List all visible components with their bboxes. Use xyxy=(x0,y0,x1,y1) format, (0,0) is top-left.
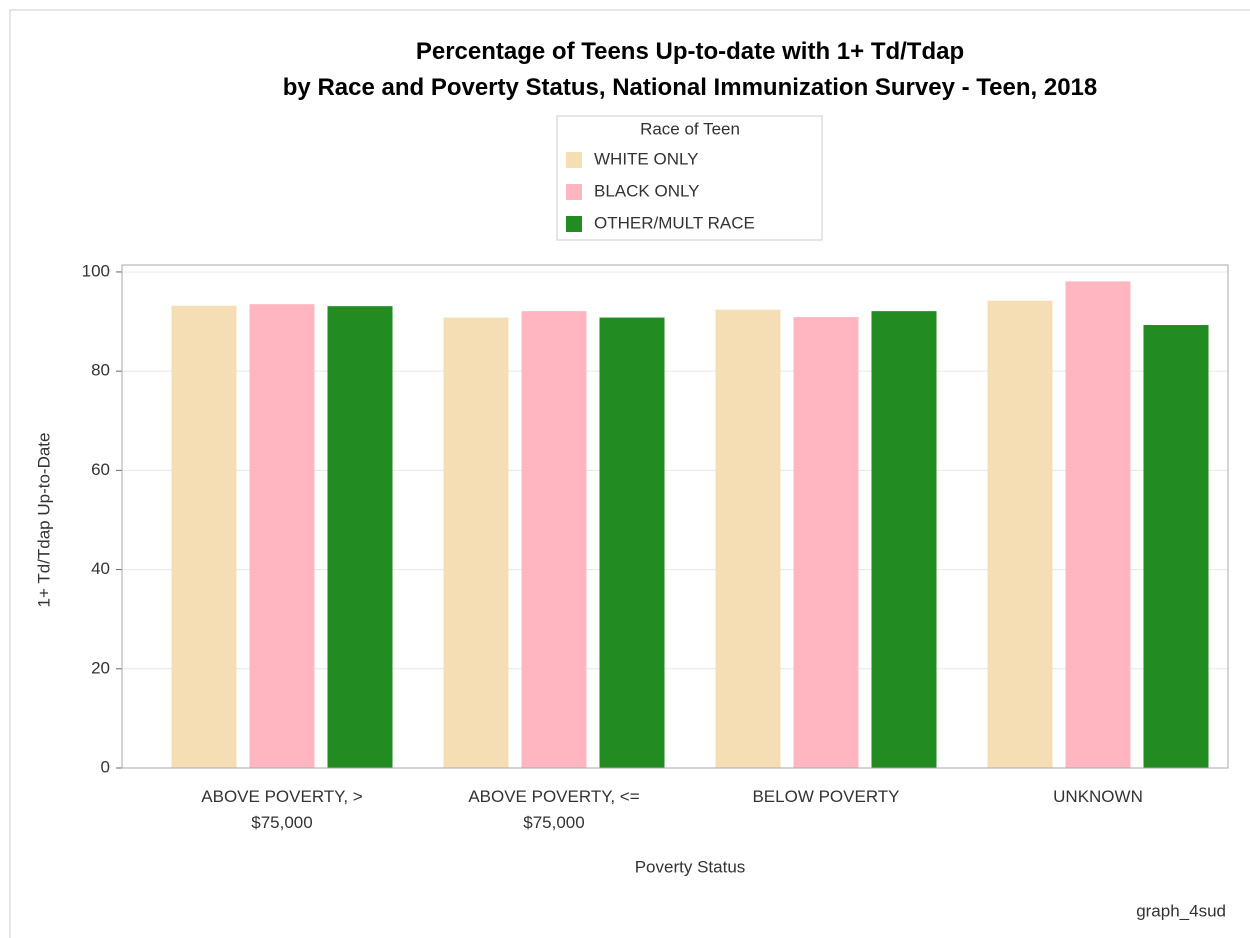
footnote: graph_4sud xyxy=(1136,901,1226,920)
bar xyxy=(249,304,315,768)
bar xyxy=(599,317,665,768)
bar xyxy=(987,300,1053,768)
x-tick-label: ABOVE POVERTY, <= $75,000 xyxy=(468,787,640,832)
bar xyxy=(327,306,393,768)
legend-label: BLACK ONLY xyxy=(594,181,700,200)
legend-label: WHITE ONLY xyxy=(594,149,699,168)
legend-title: Race of Teen xyxy=(640,119,740,138)
bar xyxy=(171,305,237,768)
legend-box xyxy=(556,115,823,241)
x-tick-label: BELOW POVERTY xyxy=(752,787,900,806)
y-tick-label: 40 xyxy=(91,559,110,578)
y-tick-label: 0 xyxy=(101,757,110,776)
bar xyxy=(1143,325,1209,768)
legend-swatch xyxy=(566,216,582,232)
legend-label: OTHER/MULT RACE xyxy=(594,213,755,232)
chart-title: Percentage of Teens Up-to-date with 1+ T… xyxy=(282,38,1098,101)
page-frame xyxy=(9,9,1250,938)
y-tick-label: 80 xyxy=(91,361,110,380)
y-tick-label: 100 xyxy=(82,261,110,280)
y-tick-label: 20 xyxy=(91,658,110,677)
x-axis-label: Poverty Status xyxy=(635,857,746,876)
bar xyxy=(521,311,587,768)
plot-frame xyxy=(121,264,1229,769)
legend-swatch xyxy=(566,152,582,168)
bar xyxy=(871,311,937,768)
x-tick-label: ABOVE POVERTY, > $75,000 xyxy=(201,787,363,832)
y-tick-label: 60 xyxy=(91,460,110,479)
bar xyxy=(715,309,781,768)
y-axis-label: 1+ Td/Tdap Up-to-Date xyxy=(34,433,53,608)
bar xyxy=(1065,281,1131,768)
bar xyxy=(793,317,859,768)
legend-swatch xyxy=(566,184,582,200)
bar xyxy=(443,317,509,768)
x-tick-label: UNKNOWN xyxy=(1053,787,1143,806)
